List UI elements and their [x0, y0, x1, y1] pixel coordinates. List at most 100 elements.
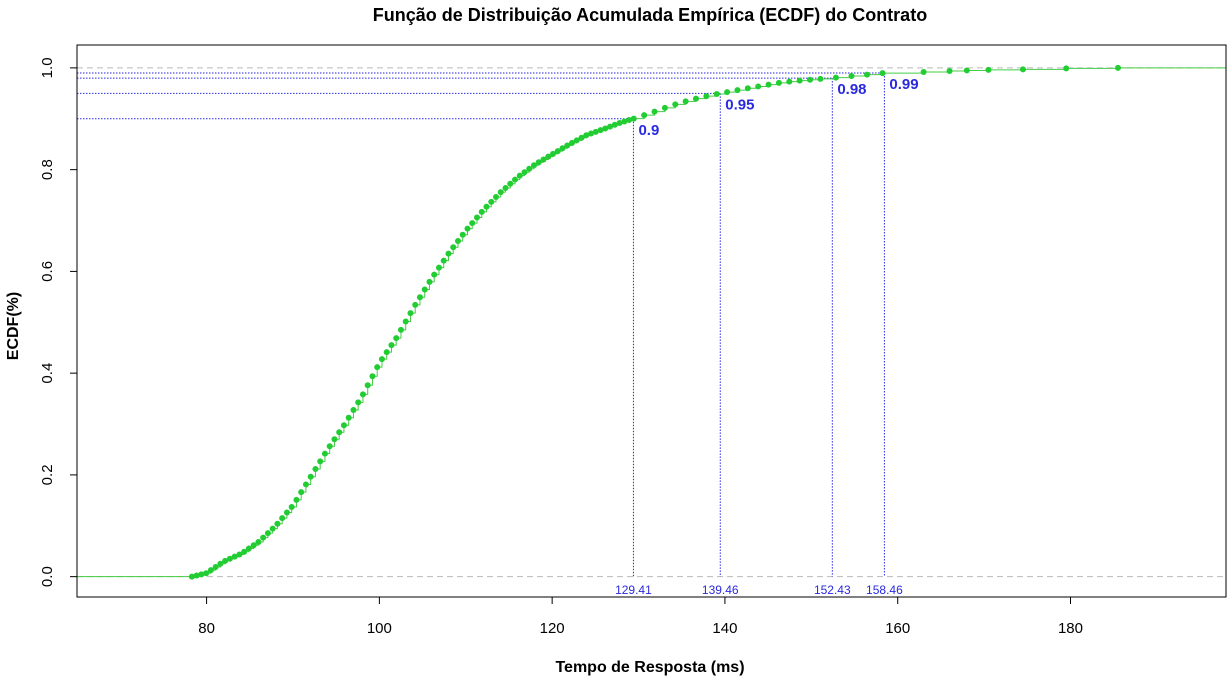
ecdf-point-28 — [321, 450, 328, 457]
ecdf-point-116 — [920, 68, 927, 75]
y-tick-label-4: 0.8 — [39, 159, 56, 180]
ecdf-step-path — [77, 67, 1226, 578]
ecdf-point-52 — [435, 264, 442, 271]
ecdf-point-71 — [526, 165, 533, 172]
ecdf-point-42 — [388, 342, 395, 349]
ecdf-points — [188, 64, 1122, 580]
ecdf-point-45 — [402, 318, 409, 325]
chart-title: Função de Distribuição Acumulada Empíric… — [373, 5, 927, 25]
ecdf-point-75 — [545, 153, 552, 160]
quantile-x-label-2: 152.43 — [814, 583, 851, 597]
ecdf-point-104 — [744, 85, 751, 92]
ecdf-point-66 — [502, 184, 509, 191]
ecdf-point-79 — [564, 142, 571, 149]
ecdf-point-98 — [682, 98, 689, 105]
ecdf-point-24 — [302, 481, 309, 488]
ecdf-point-69 — [516, 172, 523, 179]
y-axis-label: ECDF(%) — [5, 292, 22, 360]
ecdf-point-33 — [345, 414, 352, 421]
ecdf-point-39 — [374, 364, 381, 371]
ecdf-point-97 — [672, 101, 679, 108]
ecdf-point-16 — [264, 530, 271, 537]
ecdf-point-53 — [440, 257, 447, 264]
ecdf-point-35 — [355, 399, 362, 406]
ecdf-point-26 — [312, 466, 319, 473]
x-tick-label-0: 80 — [198, 620, 215, 637]
ecdf-point-77 — [554, 148, 561, 155]
x-tick-label-3: 140 — [712, 620, 737, 637]
ecdf-point-108 — [786, 78, 793, 85]
ecdf-point-103 — [734, 87, 741, 94]
ecdf-point-21 — [288, 503, 295, 510]
ecdf-point-40 — [378, 356, 385, 363]
ecdf-point-119 — [985, 66, 992, 73]
ecdf-point-89 — [611, 121, 618, 128]
ecdf-point-55 — [450, 244, 457, 251]
quantile-label-2: 0.98 — [837, 81, 866, 98]
ecdf-point-51 — [431, 271, 438, 278]
ecdf-point-47 — [412, 301, 419, 308]
ecdf-point-8 — [226, 555, 233, 562]
ecdf-point-87 — [602, 125, 609, 132]
y-tick-label-0: 0.0 — [39, 566, 56, 587]
ecdf-point-70 — [521, 169, 528, 176]
ecdf-point-27 — [317, 458, 324, 465]
ecdf-point-1 — [193, 572, 200, 579]
ecdf-point-22 — [293, 496, 300, 503]
ecdf-point-7 — [222, 557, 229, 564]
quantile-x-label-1: 139.46 — [702, 583, 739, 597]
ecdf-point-31 — [336, 429, 343, 436]
ecdf-point-48 — [416, 294, 423, 301]
ecdf-point-100 — [703, 93, 710, 100]
ecdf-point-15 — [260, 534, 267, 541]
plot-frame — [76, 44, 1227, 598]
ecdf-point-25 — [307, 473, 314, 480]
ecdf-point-114 — [864, 71, 871, 78]
reference-lines — [77, 67, 1226, 578]
ecdf-point-96 — [661, 104, 668, 111]
ecdf-point-3 — [203, 570, 210, 577]
ecdf-point-81 — [573, 137, 580, 144]
ecdf-point-46 — [407, 310, 414, 317]
ecdf-point-80 — [569, 139, 576, 146]
ecdf-point-12 — [245, 545, 252, 552]
ecdf-point-94 — [641, 112, 648, 119]
ecdf-point-36 — [359, 391, 366, 398]
ecdf-point-64 — [492, 193, 499, 200]
ecdf-point-65 — [497, 189, 504, 196]
ecdf-point-73 — [535, 159, 542, 166]
ecdf-point-107 — [775, 79, 782, 86]
ecdf-point-14 — [255, 539, 262, 546]
ecdf-point-78 — [559, 145, 566, 152]
ecdf-point-91 — [621, 118, 628, 125]
ecdf-point-2 — [198, 571, 205, 578]
ecdf-step-line — [77, 67, 1226, 578]
ecdf-point-34 — [350, 407, 357, 414]
ecdf-point-121 — [1063, 65, 1070, 72]
ecdf-point-112 — [832, 74, 839, 81]
ecdf-point-11 — [241, 548, 248, 555]
ecdf-point-109 — [796, 77, 803, 84]
ecdf-point-74 — [540, 156, 547, 163]
ecdf-point-59 — [469, 220, 476, 227]
ecdf-point-84 — [588, 130, 595, 137]
ecdf-point-13 — [250, 542, 257, 549]
ecdf-point-83 — [583, 132, 590, 139]
ecdf-point-122 — [1115, 64, 1122, 71]
ecdf-point-102 — [724, 89, 731, 96]
quantile-label-0: 0.9 — [638, 122, 659, 139]
quantile-x-label-3: 158.46 — [866, 583, 903, 597]
ecdf-point-113 — [848, 73, 855, 80]
ecdf-point-54 — [445, 250, 452, 257]
ecdf-point-111 — [817, 75, 824, 82]
ecdf-point-17 — [269, 525, 276, 532]
ecdf-point-41 — [383, 349, 390, 356]
ecdf-point-6 — [217, 560, 224, 567]
quantile-labels: 0.9 129.41 0.95 139.46 0.98 152.43 0.99 158.46 — [615, 76, 919, 597]
ecdf-point-20 — [283, 509, 290, 516]
quantile-label-3: 0.99 — [889, 76, 918, 93]
ecdf-point-92 — [626, 117, 633, 124]
ecdf-point-72 — [531, 162, 538, 169]
ecdf-point-101 — [713, 91, 720, 98]
